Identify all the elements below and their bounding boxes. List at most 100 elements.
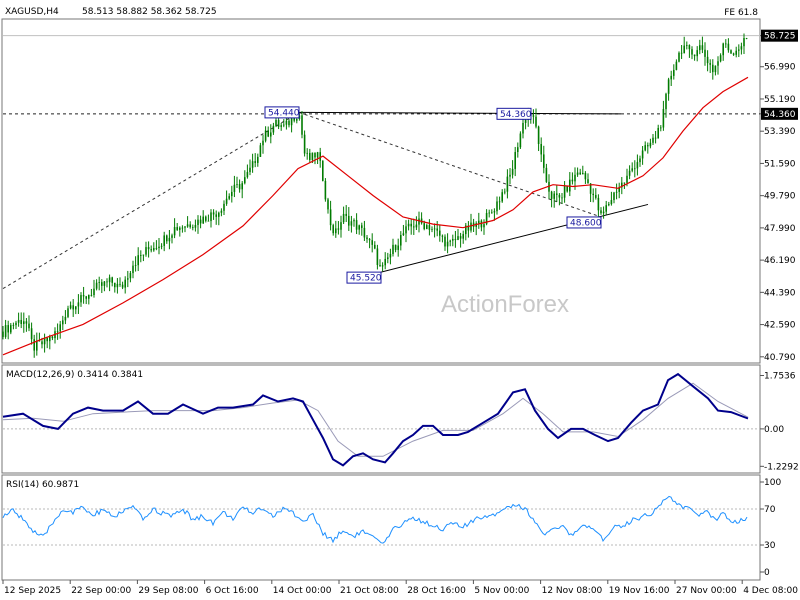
candle-body — [576, 172, 579, 175]
candle-body — [30, 328, 33, 340]
candle-body — [108, 277, 111, 283]
candle-body — [485, 212, 488, 225]
price-tick-label: 46.190 — [764, 256, 796, 266]
candle-body — [595, 195, 597, 198]
candle-body — [745, 38, 748, 39]
candle-body — [732, 53, 735, 55]
candle-body — [285, 120, 288, 125]
candle-body — [402, 233, 405, 236]
rsi-panel-frame — [1, 474, 761, 581]
candle-body — [397, 245, 399, 250]
candle-body — [374, 244, 376, 249]
candle-body — [85, 296, 87, 299]
chart-ohlc: 58.513 58.882 58.362 58.725 — [82, 7, 217, 17]
time-tick-label: 6 Oct 16:00 — [206, 586, 259, 596]
candle-body — [561, 197, 563, 199]
candle-body — [665, 93, 667, 110]
candle-body — [545, 167, 548, 182]
candle-body — [553, 193, 555, 199]
time-tick-label: 5 Nov 00:00 — [474, 586, 529, 596]
candle-body — [293, 117, 295, 121]
candle-body — [251, 161, 254, 168]
price-annotation-box — [346, 271, 382, 284]
candle-body — [329, 209, 332, 226]
candle-body — [119, 283, 121, 285]
candle-body — [129, 273, 132, 279]
macd-line — [2, 372, 749, 467]
candle-body — [496, 201, 498, 212]
time-tick-label: 4 Dec 08:00 — [743, 586, 798, 596]
rsi-line — [2, 495, 748, 544]
candle-body — [220, 210, 223, 213]
candle-body — [189, 224, 191, 228]
candle-body — [712, 64, 714, 73]
candle-body — [228, 196, 230, 199]
candle-body — [38, 340, 41, 342]
candle-body — [709, 63, 711, 65]
candle-body — [15, 322, 17, 326]
candle-body — [41, 341, 43, 345]
candle-body — [59, 324, 61, 332]
time-tick-label: 21 Oct 08:00 — [340, 586, 399, 596]
triangle-support-line — [380, 203, 649, 273]
candle-body — [246, 172, 249, 178]
moving-average-line — [2, 76, 749, 356]
candle-body — [381, 265, 384, 267]
candle-body — [82, 295, 85, 297]
price-annotation-box — [496, 107, 532, 120]
candle-body — [615, 191, 618, 193]
candle-body — [644, 145, 646, 151]
candle-body — [563, 185, 566, 198]
current-price-label: 58.725 — [764, 32, 796, 42]
candle-body — [675, 61, 678, 70]
candle-body — [56, 331, 59, 333]
candle-body — [10, 325, 12, 333]
candle-body — [132, 265, 134, 274]
candle-body — [488, 212, 490, 214]
candle-body — [719, 55, 722, 62]
candle-body — [535, 116, 537, 127]
candle-body — [392, 244, 394, 255]
main-lines-layer — [2, 35, 760, 290]
candle-body — [394, 244, 397, 250]
candle-body — [332, 225, 334, 234]
candle-body — [36, 340, 38, 351]
main-panel-frame — [1, 18, 761, 364]
candle-body — [701, 45, 704, 50]
candle-body — [699, 45, 701, 51]
candle-body — [288, 120, 290, 126]
level-price-box — [761, 107, 798, 120]
candle-body — [2, 331, 4, 337]
candle-body — [267, 130, 269, 137]
candle-body — [171, 235, 173, 238]
candle-body — [634, 168, 636, 170]
candle-body — [67, 308, 69, 317]
candle-body — [316, 152, 319, 158]
candle-body — [103, 281, 106, 286]
candle-body — [592, 193, 594, 196]
candle-body — [342, 213, 345, 223]
candle-body — [283, 124, 285, 126]
candle-body — [600, 210, 602, 214]
candle-body — [636, 162, 639, 169]
candle-body — [272, 125, 275, 133]
fe-label: FE 61.8 — [724, 8, 758, 18]
candle-body — [127, 278, 129, 280]
candle-body — [706, 56, 709, 64]
watermark: ActionForex — [441, 291, 569, 318]
candle-body — [537, 126, 540, 144]
rsi-layer — [2, 495, 760, 546]
candle-body — [727, 43, 730, 51]
candle-body — [319, 152, 321, 161]
candle-body — [589, 183, 592, 194]
candle-body — [662, 109, 665, 128]
candle-body — [17, 319, 20, 323]
candle-body — [134, 265, 137, 266]
candle-body — [327, 199, 329, 210]
price-tick-label: 53.390 — [764, 127, 796, 137]
rsi-tick-label: 30 — [764, 541, 776, 551]
candle-body — [431, 229, 433, 230]
candle-body — [28, 323, 30, 329]
candle-body — [639, 158, 641, 163]
candle-body — [514, 152, 516, 169]
